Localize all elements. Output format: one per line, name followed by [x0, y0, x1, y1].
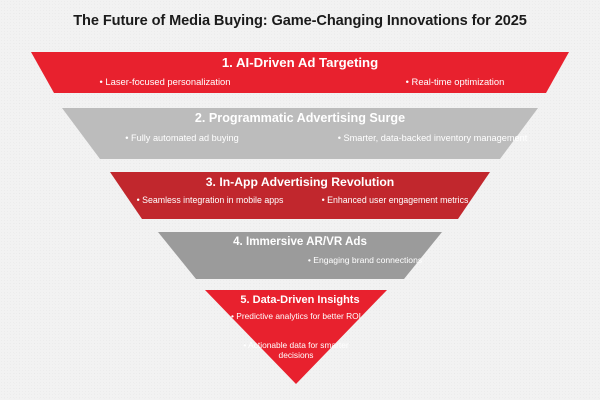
funnel-stage-3-bullet-1: • Seamless integration in mobile apps [136, 195, 284, 205]
funnel-stage-3-label: 3. In-App Advertising Revolution [205, 175, 395, 189]
funnel-stage-1-label: 1. AI-Driven Ad Targeting [221, 55, 379, 70]
page-title: The Future of Media Buying: Game-Changin… [73, 13, 527, 29]
funnel-stage-4-bullet-1: • Engaging brand connections [307, 255, 423, 265]
funnel-stage-2-bullet-1: • Fully automated ad buying [125, 133, 239, 143]
funnel-stage-1[interactable]: 1. AI-Driven Ad Targeting • Laser-focuse… [0, 52, 600, 93]
funnel-stage-5-label: 5. Data-Driven Insights [240, 294, 360, 306]
funnel-stage-3[interactable]: 3. In-App Advertising Revolution • Seaml… [0, 172, 600, 219]
funnel-stage-2[interactable]: 2. Programmatic Advertising Surge • Full… [0, 108, 600, 159]
funnel-stage-3-shape [110, 172, 490, 219]
funnel-stage-5-shape [205, 290, 387, 384]
funnel-stage-5-bullet-1: • Predictive analytics for better ROI [231, 311, 362, 321]
funnel-stage-1-bullet-2: • Real-time optimization [405, 76, 505, 87]
funnel-stage-1-bullet-1: • Laser-focused personalization [99, 76, 231, 87]
funnel-stage-1-shape [31, 52, 569, 93]
funnel-stage-4[interactable]: 4. Immersive AR/VR Ads • Engaging brand … [0, 232, 600, 279]
funnel-stage-2-label: 2. Programmatic Advertising Surge [194, 111, 406, 125]
funnel-stage-3-bullet-2: • Enhanced user engagement metrics [321, 195, 469, 205]
funnel-stage-2-shape [62, 108, 538, 159]
funnel-stage-4-label: 4. Immersive AR/VR Ads [233, 235, 367, 248]
funnel-stage-5[interactable]: 5. Data-Driven Insights • Predictive ana… [0, 290, 600, 384]
funnel-stage-4-shape [158, 232, 442, 279]
funnel-stage-5-bullet-2: • Actionable data for smarter decisions [243, 340, 349, 360]
funnel-stage-2-bullet-2: • Smarter, data-backed inventory managem… [337, 133, 528, 143]
